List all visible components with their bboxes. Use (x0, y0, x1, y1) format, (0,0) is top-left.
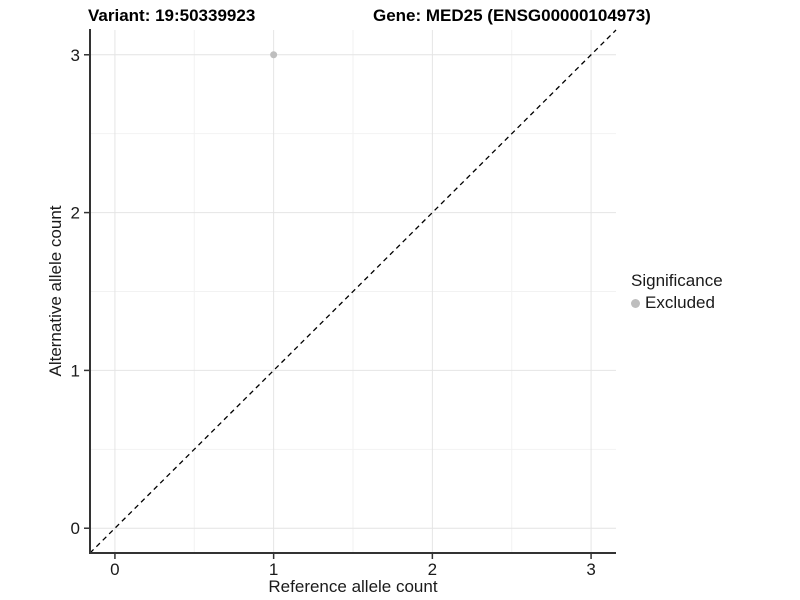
x-axis-title: Reference allele count (268, 577, 438, 596)
y-tick-label: 3 (71, 46, 80, 65)
data-point-excluded (270, 51, 278, 59)
plot-title-variant: Variant: 19:50339923 (88, 6, 256, 25)
x-tick-label: 3 (586, 560, 595, 579)
y-tick-label: 0 (71, 519, 80, 538)
legend-title: Significance (631, 271, 723, 290)
legend-point-icon (631, 298, 640, 308)
x-tick-label: 0 (110, 560, 119, 579)
x-tick-label: 1 (269, 560, 278, 579)
x-tick-label: 2 (428, 560, 437, 579)
legend: Significance Excluded (631, 271, 723, 313)
y-tick-label: 1 (71, 361, 80, 380)
legend-item-label: Excluded (645, 293, 715, 312)
plot-title-gene: Gene: MED25 (ENSG00000104973) (373, 6, 651, 25)
legend-item-excluded: Excluded (631, 293, 723, 313)
y-tick-label: 2 (71, 204, 80, 223)
y-axis-title: Alternative allele count (46, 205, 65, 377)
identity-dashed-line (89, 29, 617, 554)
